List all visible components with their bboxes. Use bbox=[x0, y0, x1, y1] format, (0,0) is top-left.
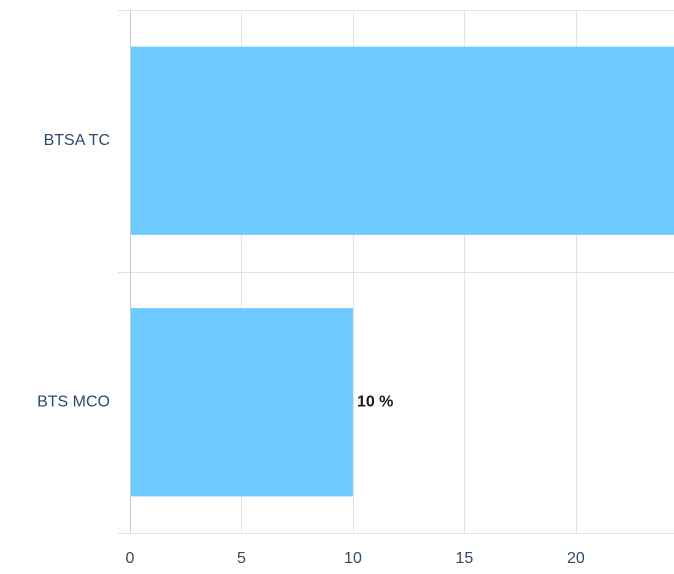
bar-layer bbox=[130, 46, 674, 497]
x-tick-label-15: 15 bbox=[456, 550, 474, 567]
data-label-bts-mco: 10 % bbox=[357, 393, 393, 410]
x-tick-label-5: 5 bbox=[237, 550, 246, 567]
label-layer: BTSA TC BTS MCO 0 5 10 15 20 10 % bbox=[37, 132, 585, 567]
x-tick-label-0: 0 bbox=[126, 550, 135, 567]
bar-btsa-tc bbox=[130, 46, 674, 235]
bar-bts-mco bbox=[130, 308, 353, 497]
category-label-bts-mco: BTS MCO bbox=[37, 393, 110, 410]
x-tick-label-10: 10 bbox=[344, 550, 362, 567]
x-tick-label-20: 20 bbox=[567, 550, 585, 567]
category-label-btsa-tc: BTSA TC bbox=[44, 132, 110, 149]
